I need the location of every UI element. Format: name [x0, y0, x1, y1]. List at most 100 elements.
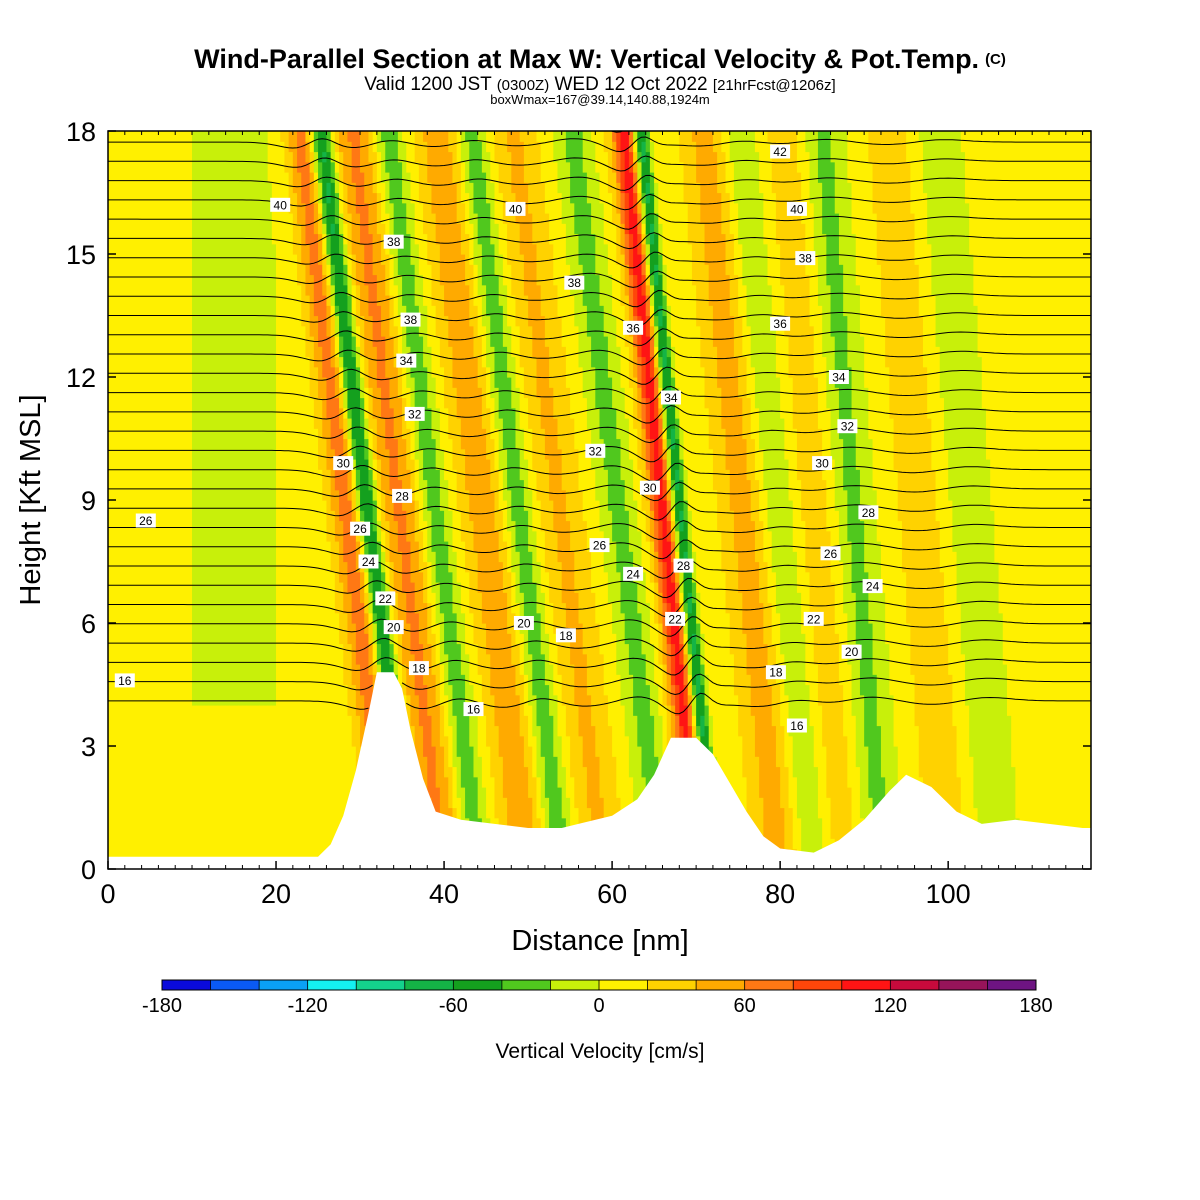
- theta-label-text: 16: [467, 703, 481, 717]
- theta-contour-line: [108, 404, 1091, 424]
- theta-label-text: 22: [379, 592, 393, 606]
- theta-contour-label: 20: [513, 616, 534, 631]
- theta-contour-label: 18: [408, 661, 429, 676]
- theta-contour-label: 22: [375, 591, 396, 606]
- colorbar-swatch: [307, 980, 357, 990]
- theta-contour-label: 20: [841, 644, 862, 659]
- theta-contour-label: 24: [623, 566, 644, 581]
- terrain: [108, 672, 1091, 869]
- colorbar-tick-label: -60: [439, 995, 468, 1017]
- label-background: [564, 275, 585, 290]
- theta-label-text: 26: [824, 547, 838, 561]
- label-background: [270, 197, 291, 212]
- colorbar-swatch: [841, 980, 891, 990]
- vertical-velocity-field: [108, 131, 1091, 869]
- theta-label-text: 24: [866, 580, 880, 594]
- label-background: [765, 665, 786, 680]
- y-axis-label: Height [Kft MSL]: [15, 394, 47, 605]
- theta-label-text: 32: [841, 420, 855, 434]
- theta-label-text: 20: [387, 621, 401, 635]
- theta-contour-label: 40: [786, 201, 807, 216]
- theta-label-text: 26: [593, 539, 607, 553]
- theta-label-text: 36: [626, 321, 640, 335]
- label-background: [665, 611, 686, 626]
- theta-label-text: 20: [845, 645, 859, 659]
- theta-contour-line: [108, 232, 1091, 250]
- label-background: [383, 234, 404, 249]
- theta-contour-label: 30: [639, 480, 660, 495]
- theta-label-text: 40: [274, 198, 288, 212]
- theta-contour-label: 22: [665, 611, 686, 626]
- theta-contour-label: 32: [837, 419, 858, 434]
- theta-label-text: 18: [769, 666, 783, 680]
- label-background: [812, 456, 833, 471]
- theta-contour-line: [108, 270, 1091, 288]
- theta-label-text: 40: [509, 202, 523, 216]
- colorbar-swatch: [501, 980, 551, 990]
- theta-contour-line: [108, 136, 1091, 153]
- theta-label-text: 32: [589, 444, 603, 458]
- theta-label-text: 30: [337, 457, 351, 471]
- theta-contour-line: [108, 155, 1091, 172]
- colorbar-swatch: [599, 980, 648, 990]
- theta-contour-label: 22: [803, 611, 824, 626]
- theta-contour-line: [108, 577, 1091, 599]
- label-background: [135, 513, 156, 528]
- label-background: [463, 702, 484, 717]
- theta-contour-label: 28: [392, 488, 413, 503]
- y-tick-label: 18: [66, 117, 96, 147]
- theta-contour-line: [108, 251, 1091, 269]
- theta-label-text: 22: [668, 612, 682, 626]
- theta-contour-label: 26: [350, 521, 371, 536]
- colorbar-tick-label: 60: [734, 995, 756, 1017]
- colorbar-tick-label: 0: [593, 995, 604, 1017]
- label-background: [505, 201, 526, 216]
- x-tick-label: 20: [261, 879, 291, 909]
- theta-contour-label: 32: [404, 406, 425, 421]
- colorbar-swatch: [453, 980, 503, 990]
- theta-contour-line: [108, 481, 1091, 502]
- label-background: [623, 566, 644, 581]
- theta-label-text: 42: [773, 145, 787, 159]
- theta-contour-label: 38: [383, 234, 404, 249]
- theta-label-text: 28: [395, 489, 409, 503]
- label-background: [404, 406, 425, 421]
- colorbar-swatch: [696, 980, 745, 990]
- theta-contour-label: 34: [828, 370, 849, 385]
- theta-contour-label: 28: [673, 558, 694, 573]
- x-tick-label: 100: [926, 879, 971, 909]
- theta-label-text: 38: [387, 235, 401, 249]
- colorbar-tick-label: -180: [142, 995, 182, 1017]
- colorbar-label: Vertical Velocity [cm/s]: [496, 1040, 705, 1063]
- theta-contour-line: [108, 213, 1091, 230]
- theta-label-text: 38: [404, 313, 418, 327]
- colorbar-tick-label: 180: [1019, 995, 1052, 1017]
- theta-contour-label: 18: [555, 628, 576, 643]
- label-background: [803, 611, 824, 626]
- theta-contour-label: 32: [585, 443, 606, 458]
- theta-contour-line: [108, 558, 1091, 579]
- theta-contour-label: 30: [812, 456, 833, 471]
- theta-contour-labels: 16 26 40 30 26 24 22 20 18 38 38 34 32 28 16 40 20 18 38 32…: [114, 144, 883, 733]
- colorbar: -180 -120 -60 0 60 120 180: [142, 979, 1053, 1017]
- theta-contour-line: [108, 424, 1091, 444]
- chart-subtitle-valid: Valid 1200 JST (0300Z) WED 12 Oct 2022 […: [0, 74, 1200, 96]
- label-background: [383, 620, 404, 635]
- theta-contour-line: [108, 174, 1091, 191]
- label-background: [623, 320, 644, 335]
- theta-label-text: 34: [400, 354, 414, 368]
- colorbar-swatch: [647, 980, 697, 990]
- theta-contour-label: 38: [400, 312, 421, 327]
- theta-contour-label: 16: [786, 718, 807, 733]
- theta-contour-label: 16: [114, 673, 135, 688]
- label-background: [114, 673, 135, 688]
- theta-contour-label: 40: [270, 197, 291, 212]
- theta-label-text: 16: [790, 719, 804, 733]
- theta-contour-line: [108, 501, 1091, 521]
- x-tick-label: 60: [597, 879, 627, 909]
- x-axis: 0 20 40 60 80 100: [100, 131, 1084, 909]
- chart-title: Wind-Parallel Section at Max W: Vertical…: [0, 44, 1200, 75]
- label-background: [585, 443, 606, 458]
- theta-label-text: 24: [626, 567, 640, 581]
